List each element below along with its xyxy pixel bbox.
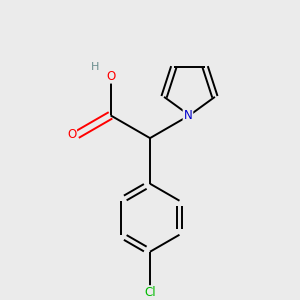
Text: H: H [91, 62, 99, 72]
Text: O: O [106, 70, 115, 83]
Text: O: O [67, 128, 76, 141]
Text: Cl: Cl [144, 286, 156, 299]
Text: N: N [184, 109, 192, 122]
